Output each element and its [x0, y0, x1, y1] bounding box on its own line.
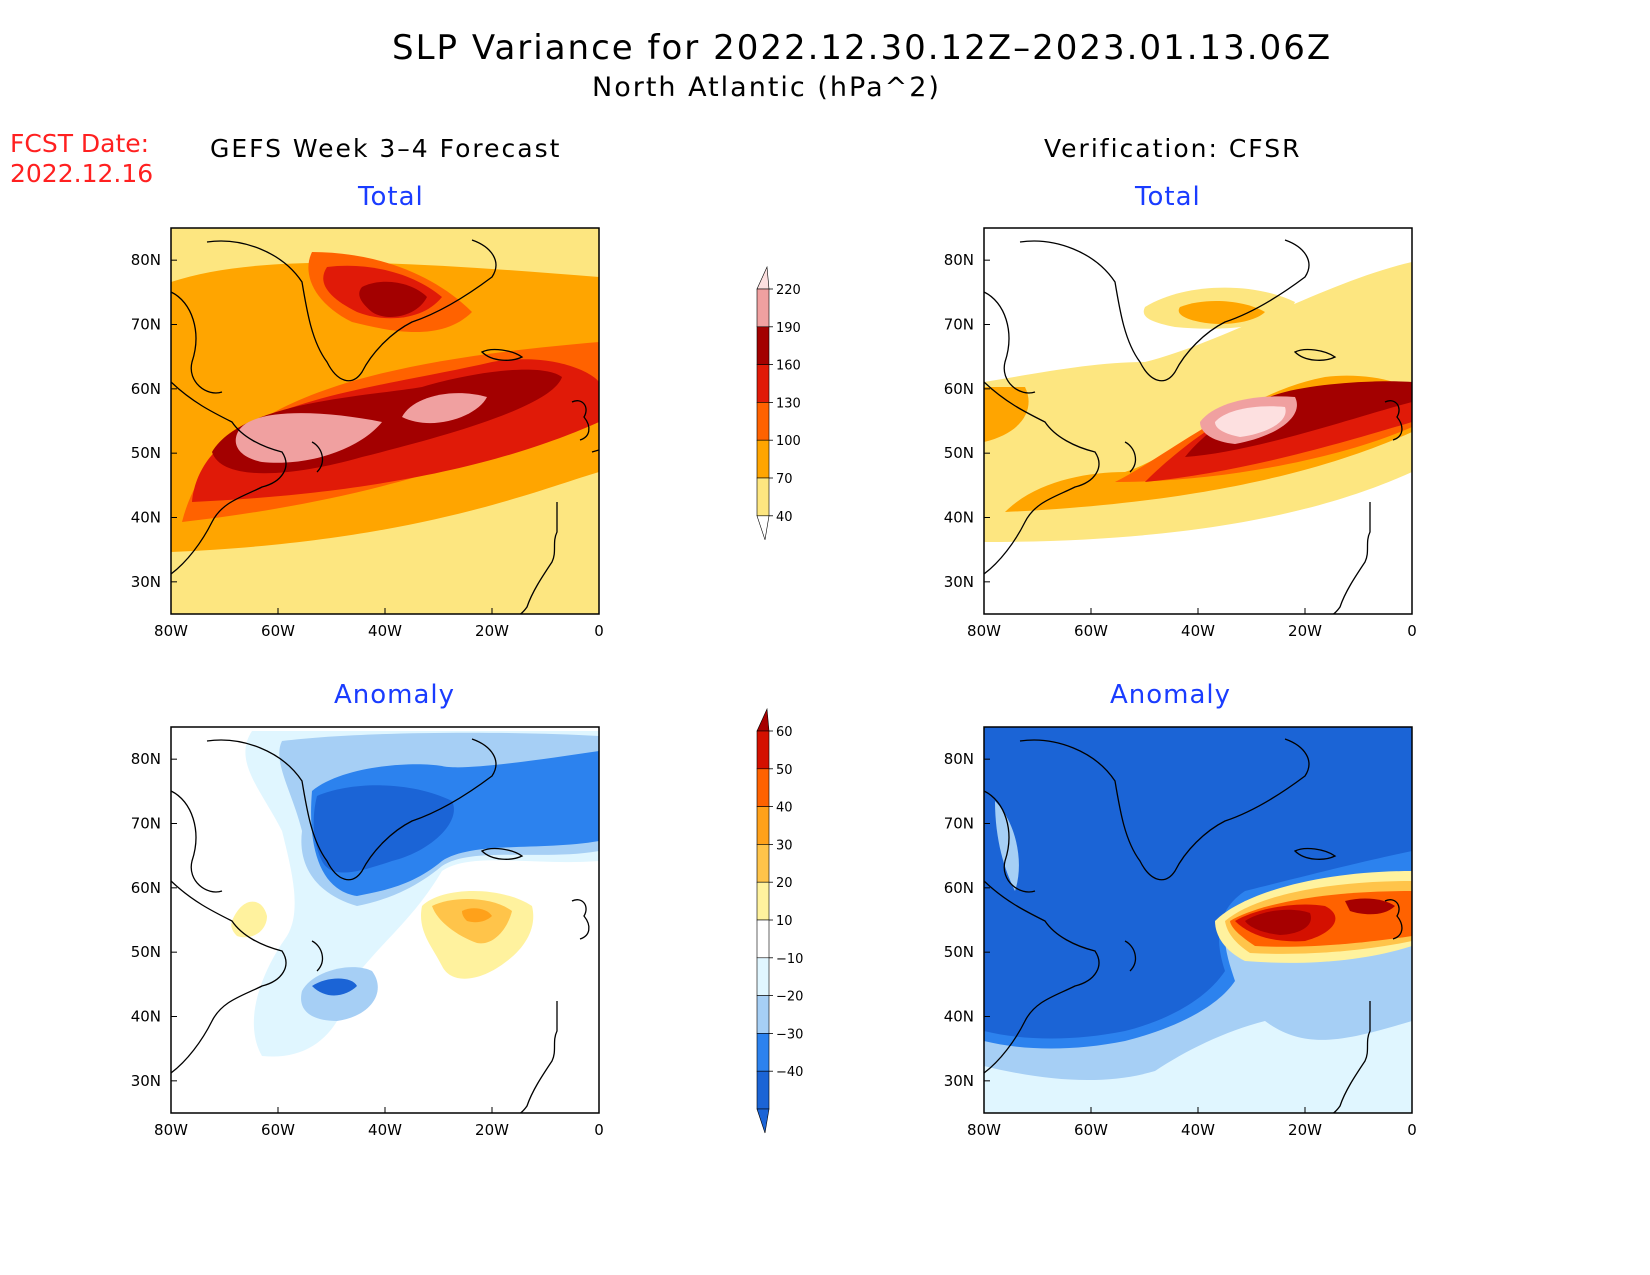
colorbar-label: −40 — [776, 1065, 803, 1080]
colorbar-box — [756, 806, 770, 845]
colorbar-box — [756, 768, 770, 807]
lat-tick-label: 40N — [131, 1008, 161, 1026]
lat-tick-label: 60N — [131, 879, 161, 897]
lon-tick-label: 40W — [368, 1121, 402, 1139]
colorbar-box — [756, 1033, 770, 1072]
lon-tick-label: 40W — [368, 622, 402, 640]
colorbar-label: −20 — [776, 990, 803, 1005]
lat-tick-label: 80N — [131, 251, 161, 269]
lat-tick-label: 30N — [131, 1072, 161, 1090]
lon-tick-label: 0 — [1407, 1121, 1417, 1139]
colorbar-box — [756, 364, 770, 403]
lon-tick-label: 60W — [261, 622, 295, 640]
lon-tick-label: 40W — [1181, 1121, 1215, 1139]
gefs-total-panel-title: Total — [358, 182, 424, 212]
cfsr-anomaly-map: 80W 60W 40W 20W 0 80N 70N 60N 50N 40N 30N — [944, 726, 1417, 1139]
lon-tick-label: 40W — [1181, 622, 1215, 640]
colorbar-box — [756, 402, 770, 441]
colorbar-label: 60 — [776, 725, 793, 740]
lat-tick-label: 50N — [131, 943, 161, 961]
lon-tick-label: 80W — [967, 1121, 1001, 1139]
lat-tick-label: 50N — [944, 943, 974, 961]
colorbar-box — [756, 881, 770, 921]
colorbar-bottom-cap — [756, 1108, 770, 1134]
colorbar-label: −30 — [776, 1027, 803, 1042]
colorbar-label: 20 — [776, 876, 793, 891]
lon-tick-label: 0 — [1407, 622, 1417, 640]
lat-tick-label: 50N — [131, 444, 161, 462]
colorbar-label: 50 — [776, 763, 793, 778]
lat-tick-label: 80N — [944, 251, 974, 269]
colorbar-box — [756, 995, 770, 1034]
lat-tick-label: 30N — [944, 1072, 974, 1090]
colorbar-label: 160 — [776, 359, 801, 374]
main-subtitle: North Atlantic (hPa^2) — [592, 72, 941, 103]
lat-tick-label: 50N — [944, 444, 974, 462]
colorbar-top-cap — [756, 265, 770, 290]
lon-tick-label: 60W — [261, 1121, 295, 1139]
lon-tick-label: 0 — [594, 622, 604, 640]
lat-tick-label: 70N — [944, 815, 974, 833]
fcst-date-label: FCST Date: — [10, 129, 150, 158]
colorbar-box — [756, 439, 770, 479]
lat-tick-label: 60N — [131, 380, 161, 398]
colorbar-label: −10 — [776, 952, 803, 967]
colorbar-bottom-cap — [756, 515, 770, 540]
gefs-anomaly-panel-title: Anomaly — [334, 680, 456, 710]
lat-tick-label: 60N — [944, 879, 974, 897]
cfsr-column-title: Verification: CFSR — [1044, 134, 1302, 163]
lat-tick-label: 40N — [131, 509, 161, 527]
colorbar-label: 190 — [776, 321, 801, 336]
colorbar-box — [756, 730, 770, 770]
colorbar-top-cap — [756, 707, 770, 732]
colorbar-label: 40 — [776, 510, 793, 525]
lat-tick-label: 40N — [944, 1008, 974, 1026]
lat-tick-label: 80N — [131, 750, 161, 768]
fcst-date-value: 2022.12.16 — [10, 159, 154, 188]
colorbar-box — [756, 957, 770, 996]
colorbar-label: 30 — [776, 838, 793, 853]
lat-tick-label: 30N — [944, 573, 974, 591]
colorbar-label: 130 — [776, 396, 801, 411]
lat-tick-label: 40N — [944, 509, 974, 527]
colorbar-label: 220 — [776, 283, 801, 298]
lat-tick-label: 70N — [131, 815, 161, 833]
colorbar-box — [756, 288, 770, 328]
lon-tick-label: 20W — [475, 622, 509, 640]
lon-tick-label: 60W — [1074, 622, 1108, 640]
lon-tick-label: 60W — [1074, 1121, 1108, 1139]
colorbar-label: 100 — [776, 434, 801, 449]
lat-tick-label: 60N — [944, 380, 974, 398]
lon-tick-label: 20W — [1288, 622, 1322, 640]
lon-tick-label: 20W — [475, 1121, 509, 1139]
colorbar-box — [756, 919, 770, 959]
gefs-column-title: GEFS Week 3–4 Forecast — [210, 134, 562, 163]
lon-tick-label: 0 — [594, 1121, 604, 1139]
colorbar-label: 70 — [776, 472, 793, 487]
gefs-total-map: 80W 60W 40W 20W 0 80N 70N 60N 50N 40N 30N — [131, 227, 604, 640]
lon-tick-label: 20W — [1288, 1121, 1322, 1139]
colorbar-label: 10 — [776, 914, 793, 929]
cfsr-total-map: 80W 60W 40W 20W 0 80N 70N 60N 50N 40N 30N — [944, 227, 1417, 640]
lon-tick-label: 80W — [154, 1121, 188, 1139]
cfsr-anomaly-panel-title: Anomaly — [1110, 680, 1232, 710]
colorbar-label: 40 — [776, 801, 793, 816]
colorbar-box — [756, 1070, 770, 1110]
colorbar-box — [756, 326, 770, 365]
lat-tick-label: 70N — [131, 316, 161, 334]
total-colorbar: 220 190 160 130 100 70 40 — [756, 265, 801, 540]
lat-tick-label: 70N — [944, 316, 974, 334]
gefs-anomaly-map: 80W 60W 40W 20W 0 80N 70N 60N 50N 40N 30N — [131, 726, 604, 1139]
lat-tick-label: 80N — [944, 750, 974, 768]
colorbar-box — [756, 844, 770, 883]
lon-tick-label: 80W — [154, 622, 188, 640]
lon-tick-label: 80W — [967, 622, 1001, 640]
lat-tick-label: 30N — [131, 573, 161, 591]
colorbar-box — [756, 477, 770, 517]
cfsr-total-panel-title: Total — [1135, 182, 1201, 212]
main-title: SLP Variance for 2022.12.30.12Z–2023.01.… — [392, 28, 1333, 68]
anomaly-colorbar: 60 50 40 30 20 10 −10 −20 −30 −40 — [756, 707, 803, 1134]
